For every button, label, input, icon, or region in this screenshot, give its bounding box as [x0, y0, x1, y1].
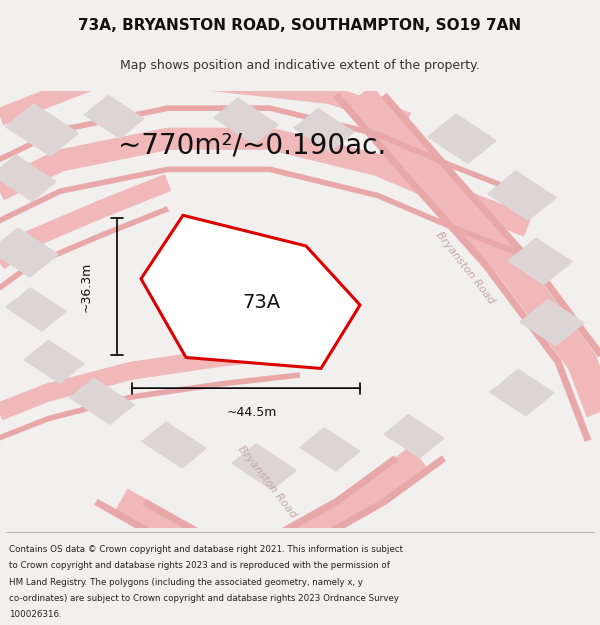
Text: 73A, BRYANSTON ROAD, SOUTHAMPTON, SO19 7AN: 73A, BRYANSTON ROAD, SOUTHAMPTON, SO19 7… [79, 18, 521, 33]
Text: Bryanston Road: Bryanston Road [434, 230, 496, 306]
Bar [520, 299, 584, 346]
Text: 100026316.: 100026316. [9, 611, 62, 619]
Bar [214, 98, 278, 144]
Bar [232, 444, 296, 490]
Bar [5, 104, 79, 156]
Bar [142, 422, 206, 468]
Polygon shape [141, 215, 360, 368]
Text: co-ordinates) are subject to Crown copyright and database rights 2023 Ordnance S: co-ordinates) are subject to Crown copyr… [9, 594, 399, 603]
Bar [70, 378, 134, 424]
Text: HM Land Registry. The polygons (including the associated geometry, namely x, y: HM Land Registry. The polygons (includin… [9, 578, 363, 586]
Bar [428, 114, 496, 163]
Text: Contains OS data © Crown copyright and database right 2021. This information is : Contains OS data © Crown copyright and d… [9, 544, 403, 554]
Bar [384, 415, 444, 458]
Text: 73A: 73A [242, 293, 280, 312]
Text: ~770m²/~0.190ac.: ~770m²/~0.190ac. [118, 131, 386, 159]
Bar [24, 341, 84, 383]
Text: ~44.5m: ~44.5m [227, 406, 277, 419]
Bar [300, 428, 360, 471]
Text: Map shows position and indicative extent of the property.: Map shows position and indicative extent… [120, 59, 480, 72]
Text: to Crown copyright and database rights 2023 and is reproduced with the permissio: to Crown copyright and database rights 2… [9, 561, 390, 570]
Bar [488, 171, 556, 220]
Bar [490, 369, 554, 416]
Text: ~36.3m: ~36.3m [79, 261, 92, 311]
Bar [508, 238, 572, 284]
Bar [84, 96, 144, 138]
Bar [294, 109, 354, 151]
Bar [6, 288, 66, 331]
Bar [0, 155, 56, 201]
Bar [0, 228, 58, 277]
Text: Bryanston Road: Bryanston Road [236, 444, 298, 520]
